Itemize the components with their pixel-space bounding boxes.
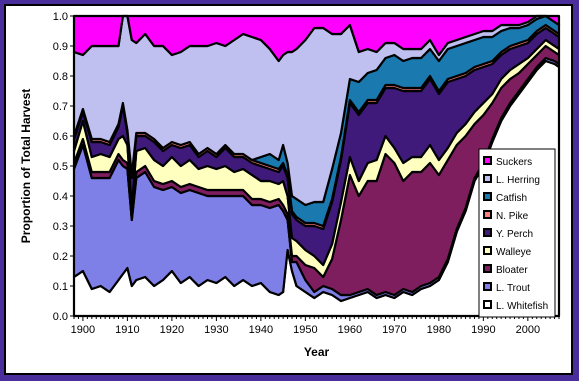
y-tick-label: 0.6 bbox=[53, 131, 68, 143]
legend-label: L. Trout bbox=[496, 283, 530, 294]
x-tick-label: 1980 bbox=[427, 324, 451, 336]
x-axis: 1900 1910 1920 1930 1940 1950 1960 1970 1980 1990… bbox=[71, 316, 560, 336]
x-tick-label: 1940 bbox=[249, 324, 273, 336]
y-tick-label: 0.8 bbox=[53, 71, 68, 83]
legend-label: Walleye bbox=[496, 247, 532, 258]
legend: Suckers L. Herring Catfish N. Pike Y. Perch W… bbox=[478, 148, 556, 318]
legend-label: Catfish bbox=[496, 193, 527, 204]
y-tick-label: 0.4 bbox=[53, 191, 68, 203]
legend-swatch bbox=[483, 300, 492, 309]
x-tick-label: 1960 bbox=[338, 324, 362, 336]
y-tick-label: 1.0 bbox=[53, 11, 68, 23]
x-tick-label: 1930 bbox=[204, 324, 228, 336]
legend-label: Suckers bbox=[496, 157, 532, 168]
legend-swatch bbox=[483, 282, 492, 291]
x-tick-label: 1990 bbox=[471, 324, 495, 336]
x-axis-title: Year bbox=[304, 345, 330, 359]
x-tick-label: 1950 bbox=[293, 324, 317, 336]
y-axis: 0.0 0.1 0.2 0.3 0.4 0.5 0.6 0.7 0.8 0.9 1.0 bbox=[53, 11, 74, 323]
legend-label: N. Pike bbox=[496, 211, 529, 222]
legend-swatch bbox=[483, 264, 492, 273]
x-tick-label: 2000 bbox=[516, 324, 540, 336]
y-tick-label: 0.3 bbox=[53, 221, 68, 233]
legend-label: L. Whitefish bbox=[496, 301, 548, 312]
y-tick-label: 0.5 bbox=[53, 161, 68, 173]
legend-label: L. Herring bbox=[496, 175, 540, 186]
legend-swatch bbox=[483, 228, 492, 237]
stacked-area-chart: 0.00.10.20.30.40.50.60.70.80.91.0 1900 19… bbox=[19, 11, 561, 359]
legend-label: Bloater bbox=[496, 265, 528, 276]
x-tick-label: 1970 bbox=[382, 324, 406, 336]
x-tick-label: 1910 bbox=[115, 324, 139, 336]
legend-swatch bbox=[483, 192, 492, 201]
y-tick-label: 0.0 bbox=[53, 311, 68, 323]
x-tick-label: 1920 bbox=[160, 324, 184, 336]
legend-swatch bbox=[483, 156, 492, 165]
legend-swatch bbox=[483, 210, 492, 219]
legend-label: Y. Perch bbox=[496, 229, 533, 240]
chart-frame: 0.0 0.1 0.2 0.3 0.4 0.5 0.6 0.7 0.8 0.9 1.0 1900 19… bbox=[4, 4, 573, 375]
legend-swatch bbox=[483, 246, 492, 255]
y-axis-title: Proportion of Total Harvest bbox=[19, 89, 33, 243]
y-tick-label: 0.1 bbox=[53, 281, 68, 293]
y-tick-label: 0.2 bbox=[53, 251, 68, 263]
legend-swatch bbox=[483, 174, 492, 183]
y-tick-label: 0.7 bbox=[53, 101, 68, 113]
x-tick-label: 1900 bbox=[71, 324, 95, 336]
y-tick-label: 0.9 bbox=[53, 41, 68, 53]
